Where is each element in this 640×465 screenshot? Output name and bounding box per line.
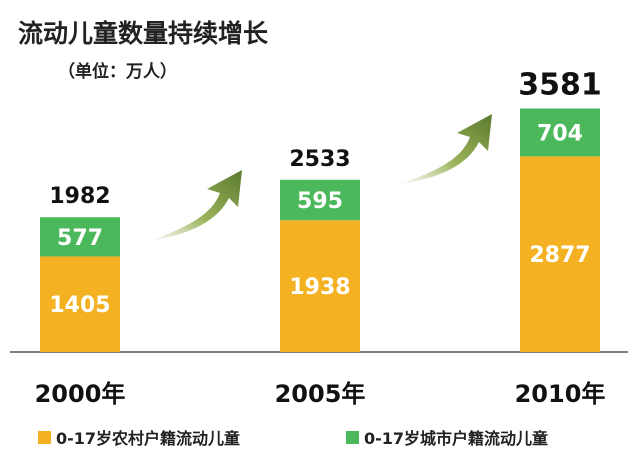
bar-segment (280, 220, 360, 352)
legend-label-rural: 0-17岁农村户籍流动儿童 (56, 429, 240, 448)
bar-segment (280, 179, 360, 221)
bar-segment (40, 256, 120, 352)
total-value-label: 1982 (49, 184, 110, 209)
bar-value-label: 2877 (529, 243, 590, 268)
total-value-label: 3581 (518, 67, 602, 102)
bar-value-label: 1938 (289, 275, 350, 300)
bar-value-label: 577 (57, 226, 103, 251)
labels-group: 1405 577 1982 2000年 1938 595 2533 2005年 2877 704 3… (35, 67, 606, 408)
bar-segment (520, 156, 600, 352)
bar-value-label: 704 (537, 121, 583, 146)
legend: 0-17岁农村户籍流动儿童 0-17岁城市户籍流动儿童 (38, 429, 548, 448)
legend-swatch-urban (346, 431, 359, 444)
chart-title: 流动儿童数量持续增长 (18, 19, 269, 48)
total-value-label: 2533 (289, 147, 350, 172)
growth-arrow-icon (150, 170, 242, 241)
bars-group (40, 108, 600, 352)
bar-value-label: 595 (297, 189, 343, 214)
category-label: 2010年 (515, 380, 606, 408)
category-label: 2000年 (35, 380, 126, 408)
growth-arrow-icon (400, 114, 492, 184)
legend-swatch-rural (38, 431, 51, 444)
bar-segment (520, 108, 600, 157)
bar-value-label: 1405 (49, 293, 110, 318)
chart-subtitle: （单位：万人） (58, 61, 177, 82)
category-label: 2005年 (275, 380, 366, 408)
legend-label-urban: 0-17岁城市户籍流动儿童 (364, 429, 548, 448)
bar-segment (40, 217, 120, 257)
